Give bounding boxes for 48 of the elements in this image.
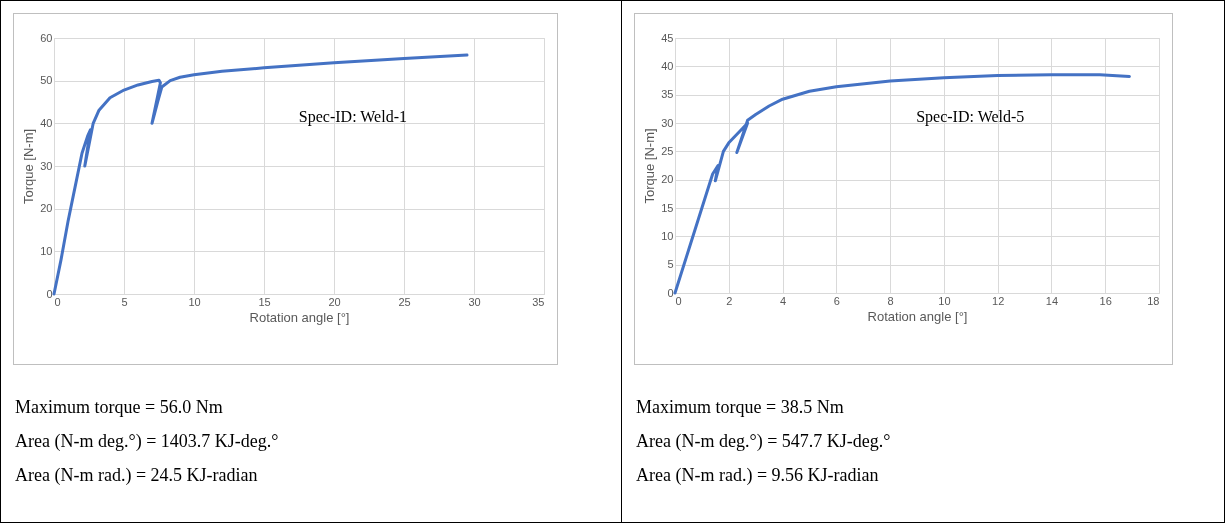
y-tick-label: 15 <box>661 201 674 214</box>
x-tick-label: 35 <box>532 295 545 308</box>
text: Area (N-m rad.) = 9.56 KJ-radian <box>636 465 880 485</box>
y-tick-label: 30 <box>661 116 674 129</box>
y-axis-title: Torque [N-m] <box>642 128 658 204</box>
x-tick-label: 25 <box>398 295 411 308</box>
annotation: Spec-ID: Weld-1 <box>298 108 407 127</box>
text: Area (N-m deg.°) = 1403.7 KJ-deg.° <box>15 431 280 451</box>
y-tick-label: 60 <box>40 31 53 44</box>
x-tick-label: 15 <box>258 295 271 308</box>
x-tick-label: 14 <box>1045 294 1059 307</box>
line-series <box>52 53 469 296</box>
x-axis-title: Rotation angle [°] <box>867 308 968 324</box>
x-tick-label: 5 <box>121 295 128 308</box>
annotation: Spec-ID: Weld-5 <box>916 108 1025 127</box>
y-tick-label: 25 <box>661 144 674 157</box>
x-tick-label: 6 <box>833 294 840 307</box>
y-tick-label: 10 <box>40 244 53 257</box>
y-tick-label: 35 <box>661 88 674 101</box>
x-tick-label: 4 <box>779 294 787 307</box>
y-tick-label: 0 <box>667 286 674 299</box>
y-tick-label: 40 <box>661 59 674 72</box>
x-tick-label: 2 <box>726 294 733 307</box>
y-tick-label: 20 <box>40 202 53 215</box>
y-tick-label: 30 <box>40 159 53 172</box>
y-tick-label: 50 <box>40 74 53 87</box>
x-axis-title: Rotation angle [°] <box>249 309 350 325</box>
x-tick-label: 10 <box>938 294 951 307</box>
y-tick-label: 40 <box>40 116 53 129</box>
x-tick-label: 12 <box>992 294 1005 307</box>
x-tick-label: 18 <box>1147 294 1160 307</box>
y-tick-label: 20 <box>661 173 674 186</box>
y-tick-label: 10 <box>661 229 674 242</box>
x-tick-label: 10 <box>188 295 201 308</box>
x-tick-label: 8 <box>887 294 894 307</box>
y-tick-label: 45 <box>661 31 674 44</box>
y-tick-label: 5 <box>667 258 674 271</box>
line-series <box>673 73 1131 295</box>
text: Maximum torque = 38.5 Nm <box>636 397 845 417</box>
text: Area (N-m rad.) = 24.5 KJ-radian <box>15 465 259 485</box>
x-tick-label: 30 <box>468 295 481 308</box>
x-tick-label: 16 <box>1099 294 1112 307</box>
x-tick-label: 20 <box>328 295 341 308</box>
text: Maximum torque = 56.0 Nm <box>15 397 224 417</box>
text: Area (N-m deg.°) = 547.7 KJ-deg.° <box>636 431 892 451</box>
x-tick-label: 0 <box>675 294 682 307</box>
y-axis-title: Torque [N-m] <box>21 128 37 205</box>
x-tick-label: 0 <box>54 295 61 308</box>
